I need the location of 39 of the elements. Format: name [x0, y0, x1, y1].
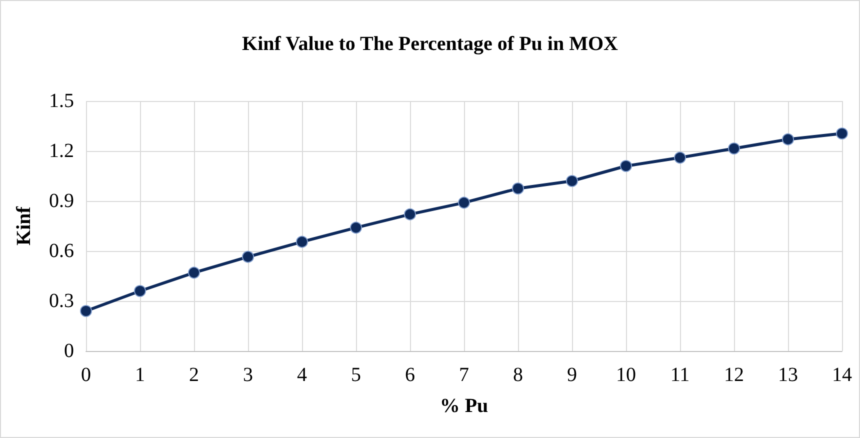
- point: [566, 175, 578, 187]
- point: [350, 222, 362, 234]
- x-tick-label: 14: [832, 364, 852, 386]
- y-axis-title: Kinf: [13, 206, 35, 246]
- x-tick-label: 8: [513, 364, 523, 386]
- point: [296, 236, 308, 248]
- point: [188, 266, 200, 279]
- y-tick-label: 1.5: [49, 90, 74, 112]
- y-tick-label: 0.3: [49, 290, 74, 312]
- point: [404, 208, 416, 220]
- x-tick-label: 5: [351, 364, 361, 386]
- y-tick-label: 1.2: [49, 140, 74, 162]
- x-tick-label: 6: [405, 364, 415, 386]
- point: [80, 305, 92, 317]
- x-tick-label: 12: [724, 364, 744, 386]
- x-tick-label: 7: [459, 364, 469, 386]
- x-tick-label: 11: [670, 364, 690, 386]
- point: [134, 285, 146, 297]
- point: [242, 250, 254, 263]
- point: [836, 128, 848, 140]
- point: [620, 160, 632, 172]
- y-tick-label: 0.6: [49, 240, 74, 262]
- y-tick-label: 0: [64, 340, 74, 362]
- x-tick-label: 3: [243, 364, 253, 386]
- x-tick-label: 1: [135, 364, 145, 386]
- x-tick-label: 0: [81, 364, 91, 386]
- x-tick-label: 2: [189, 364, 199, 386]
- point: [512, 182, 524, 194]
- chart-title: Kinf Value to The Percentage of Pu in MOX: [242, 33, 619, 55]
- x-tick-label: 9: [567, 364, 577, 386]
- point: [728, 142, 740, 154]
- x-tick-label: 4: [297, 364, 307, 386]
- x-tick-label: 10: [616, 364, 636, 386]
- y-tick-label: 0.9: [49, 190, 74, 212]
- x-axis-title: % Pu: [440, 395, 488, 417]
- point: [674, 152, 686, 164]
- x-tick-label: 13: [778, 364, 798, 386]
- point: [458, 196, 470, 209]
- point: [782, 133, 794, 146]
